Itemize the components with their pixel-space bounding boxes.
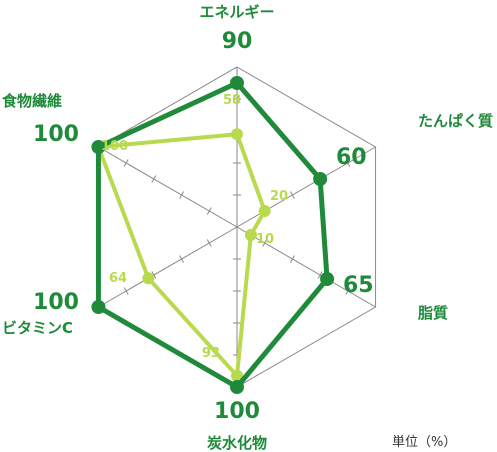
grid-tick [123, 159, 129, 167]
radar-grid [97, 66, 377, 388]
data-label: 93 [202, 346, 220, 361]
grid-tick [289, 191, 295, 199]
grid-tick [151, 175, 157, 183]
axis-label: エネルギー [199, 3, 274, 21]
series-line [96, 132, 267, 378]
axis-label: ビタミンC [2, 319, 73, 337]
unit-label: 単位（%） [392, 434, 456, 450]
data-point [313, 172, 328, 186]
data-point [244, 229, 257, 241]
data-point [91, 140, 106, 154]
data-label: 65 [343, 273, 374, 298]
grid-spoke [236, 226, 376, 308]
data-point [230, 380, 244, 394]
data-point [230, 76, 244, 90]
axis-label: 炭水化物 [207, 434, 267, 452]
grid-tick [289, 255, 295, 263]
axis-label: たんぱく質 [418, 112, 493, 130]
grid-tick [345, 159, 351, 167]
data-label: 100 [101, 139, 128, 154]
data-point [231, 369, 243, 382]
grid-tick [151, 271, 157, 279]
grid-spoke [98, 226, 238, 308]
data-point [320, 272, 335, 286]
axis-label: 食物繊維 [2, 92, 62, 110]
data-label: 100 [33, 122, 79, 147]
data-label: 10 [256, 232, 274, 247]
data-label: 100 [33, 290, 79, 315]
data-label: 100 [214, 399, 260, 424]
grid-tick [206, 239, 212, 247]
data-label: 64 [109, 271, 127, 286]
data-point [91, 300, 106, 314]
grid-tick [206, 207, 212, 215]
grid-tick [345, 287, 351, 295]
data-point [231, 128, 243, 141]
data-label: 60 [336, 145, 367, 170]
grid-tick [123, 287, 129, 295]
grid-tick [317, 271, 323, 279]
data-point [142, 272, 155, 285]
data-label: 20 [270, 189, 288, 204]
series-2 [92, 128, 271, 382]
axis-label: 脂質 [418, 304, 448, 322]
series-1 [91, 76, 335, 394]
data-point [258, 205, 271, 217]
grid-tick [262, 239, 268, 247]
grid-spoke [98, 146, 238, 228]
data-label: 58 [223, 93, 241, 108]
data-label: 90 [222, 29, 253, 54]
grid-tick [179, 191, 185, 199]
grid-tick [179, 255, 185, 263]
